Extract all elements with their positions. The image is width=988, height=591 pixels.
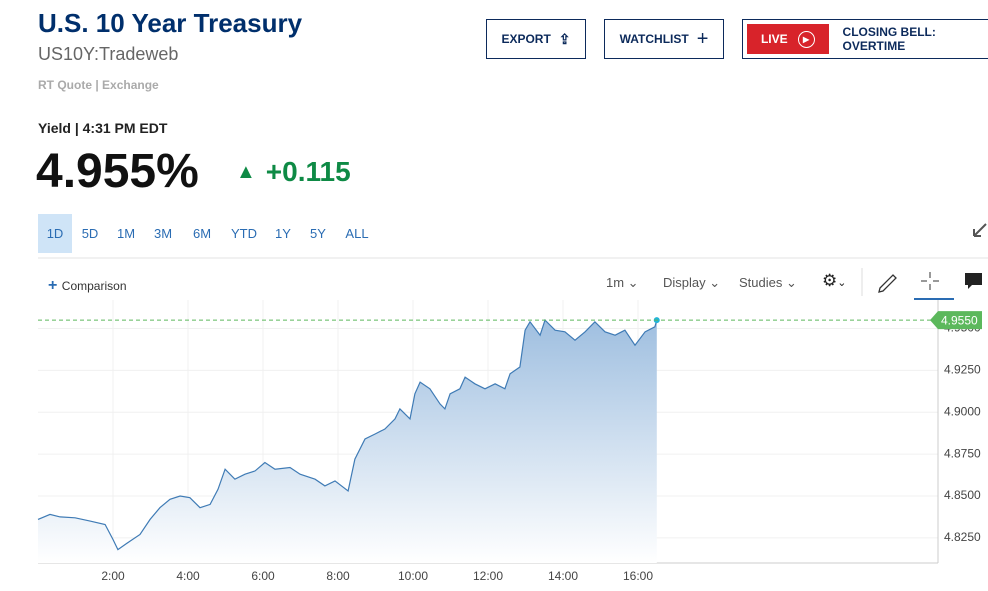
range-button[interactable]: 1D <box>38 214 72 253</box>
live-label: LIVE <box>760 32 788 46</box>
settings[interactable]: ⚙⌄ <box>822 271 847 290</box>
watchlist-label: WATCHLIST <box>619 32 689 46</box>
play-icon: ▶ <box>797 30 815 48</box>
display[interactable]: Display ⌄ <box>663 275 721 290</box>
up-arrow: ▲ <box>236 160 256 183</box>
x-tick-label: 8:00 <box>326 569 350 583</box>
symbol: US10Y:Tradeweb <box>38 44 179 64</box>
studies-label: Studies <box>739 275 783 290</box>
live-badge: LIVE ▶ <box>747 24 829 54</box>
y-tick-label: 4.9000 <box>944 404 981 418</box>
change-value: +0.115 <box>265 156 351 187</box>
y-tick-label: 4.8500 <box>944 488 981 502</box>
reference-label: 4.9550 <box>941 313 978 327</box>
price-line <box>37 318 658 551</box>
x-tick-label: 14:00 <box>548 569 578 583</box>
range-button[interactable]: 5D <box>81 226 99 241</box>
range-button[interactable]: 1Y <box>275 226 291 241</box>
range-button[interactable]: 5Y <box>310 226 326 241</box>
x-tick-label: 4:00 <box>176 569 200 583</box>
quote-label: Yield | 4:31 PM EDT <box>38 120 168 136</box>
comparison[interactable]: + Comparison <box>48 277 127 295</box>
comment-icon[interactable] <box>965 273 982 289</box>
watchlist-button[interactable]: WATCHLIST + <box>604 19 724 59</box>
export-icon: ⇪ <box>558 30 571 47</box>
area-fill <box>38 320 657 563</box>
comparison-label: Comparison <box>61 279 127 293</box>
live-text: CLOSING BELL: OVERTIME <box>842 25 936 53</box>
range-button[interactable]: ALL <box>345 226 369 241</box>
reference-label-box <box>930 311 982 330</box>
title: U.S. 10 Year Treasury <box>38 8 303 38</box>
x-tick-label: 16:00 <box>623 569 653 583</box>
plus-icon: + <box>696 27 709 50</box>
quote-source: RT Quote | Exchange <box>38 78 159 92</box>
export-button[interactable]: EXPORT ⇪ <box>486 19 586 59</box>
range-button[interactable]: 1M <box>116 226 136 241</box>
range-button[interactable]: YTD <box>231 226 257 241</box>
export-label: EXPORT <box>501 32 551 46</box>
interval-label: 1m <box>606 275 625 290</box>
live-button[interactable]: LIVE ▶ CLOSING BELL: OVERTIME <box>742 19 988 59</box>
y-tick-label: 4.9250 <box>944 363 981 377</box>
y-tick-label: 4.8750 <box>944 446 981 460</box>
x-tick-label: 2:00 <box>101 569 125 583</box>
change: ▲ +0.115 <box>236 156 351 188</box>
expand-icon[interactable] <box>973 223 987 237</box>
range-button[interactable]: 6M <box>192 226 212 241</box>
x-tick-label: 6:00 <box>251 569 275 583</box>
display-label: Display <box>663 275 706 290</box>
x-tick-label: 10:00 <box>398 569 428 583</box>
plus-icon: + <box>48 277 62 294</box>
studies[interactable]: Studies ⌄ <box>739 275 797 290</box>
price: 4.955% <box>36 145 199 198</box>
y-tick-label: 4.8250 <box>944 530 981 544</box>
x-tick-label: 12:00 <box>473 569 503 583</box>
crosshair-icon[interactable] <box>921 272 939 290</box>
range-button[interactable]: 3M <box>153 226 173 241</box>
interval[interactable]: 1m ⌄ <box>606 275 639 290</box>
draw-icon[interactable] <box>878 274 897 293</box>
